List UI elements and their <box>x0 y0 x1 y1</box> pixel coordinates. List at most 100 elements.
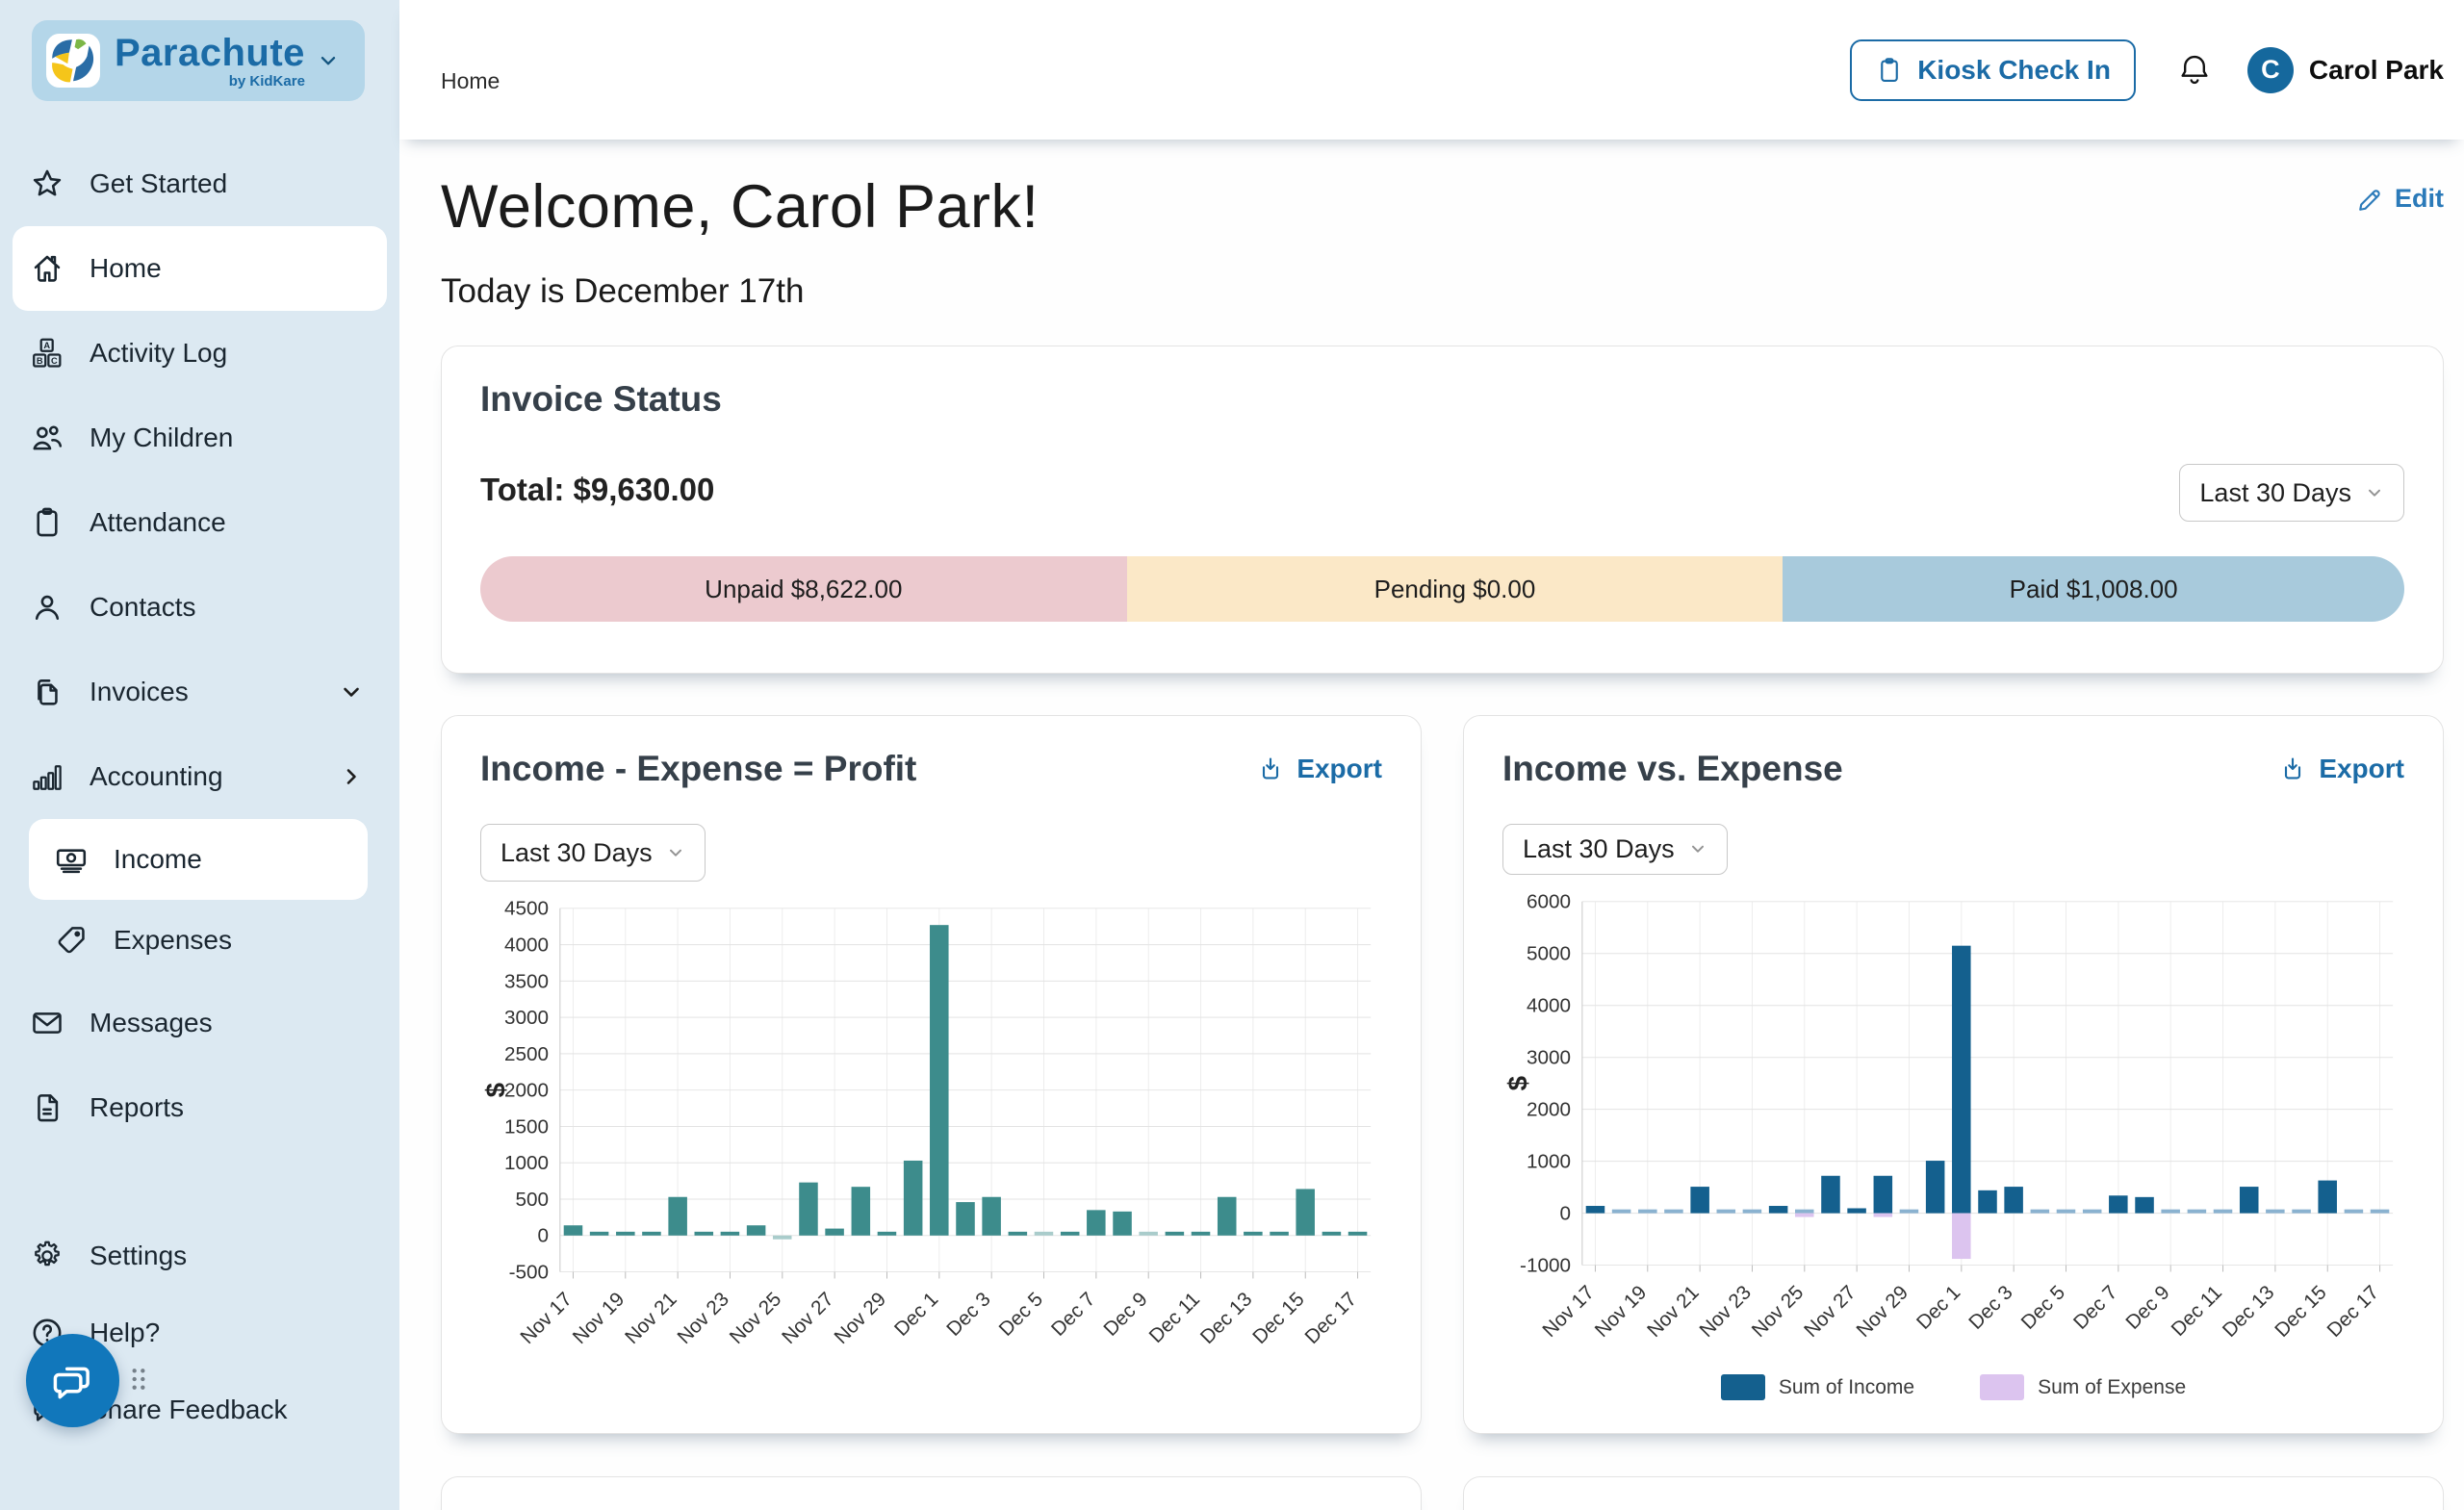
chevron-down-icon <box>1688 839 1707 858</box>
user-name[interactable]: Carol Park <box>2308 54 2444 85</box>
period-select[interactable]: Last 30 Days <box>480 824 706 882</box>
chevron-down-icon <box>666 843 685 862</box>
svg-text:Nov 23: Nov 23 <box>673 1288 733 1348</box>
svg-text:0: 0 <box>1560 1202 1572 1224</box>
star-icon <box>30 166 64 201</box>
svg-text:Dec 3: Dec 3 <box>1964 1281 2017 1334</box>
svg-text:Dec 7: Dec 7 <box>1047 1288 1100 1341</box>
envelope-icon <box>30 1006 64 1040</box>
chevron-down-icon[interactable] <box>317 49 340 72</box>
sidebar: Parachute by KidKare Get Started Home A B C A… <box>0 0 399 1510</box>
card-stub <box>1463 1476 2444 1510</box>
sidebar-item-label: Get Started <box>90 168 228 198</box>
clipboard-icon <box>30 505 64 540</box>
svg-text:6000: 6000 <box>1527 891 1571 913</box>
export-label: Export <box>2319 754 2404 783</box>
invoice-segment-pending: Pending $0.00 <box>1126 556 1784 622</box>
sidebar-item-label: Attendance <box>90 507 226 537</box>
page-title: Welcome, Carol Park! <box>441 173 1040 241</box>
period-select[interactable]: Last 30 Days <box>1502 824 1728 875</box>
invoice-status-title: Invoice Status <box>480 379 722 419</box>
sidebar-item-messages[interactable]: Messages <box>13 981 387 1065</box>
brand-byline: by KidKare <box>228 72 305 90</box>
svg-text:Nov 19: Nov 19 <box>1591 1281 1652 1342</box>
bell-icon[interactable] <box>2176 52 2213 89</box>
sidebar-nav: Get Started Home A B C Activity Log My Childre… <box>0 141 399 1150</box>
sidebar-item-accounting[interactable]: Accounting <box>13 734 387 819</box>
breadcrumb[interactable]: Home <box>441 68 500 93</box>
drag-dots-icon[interactable] <box>130 1367 147 1392</box>
export-button[interactable]: Export <box>1256 754 1382 784</box>
documents-icon <box>30 675 64 709</box>
invoice-status-bar: Unpaid $8,622.00 Pending $0.00 Paid $1,008… <box>480 556 2404 622</box>
svg-text:2000: 2000 <box>1527 1098 1571 1120</box>
card-stub <box>441 1476 1422 1510</box>
svg-text:Dec 17: Dec 17 <box>1300 1288 1361 1348</box>
legend-label: Sum of Income <box>1778 1375 1915 1398</box>
svg-text:5000: 5000 <box>1527 943 1571 965</box>
sidebar-item-contacts[interactable]: Contacts <box>13 565 387 650</box>
brand-logo[interactable]: Parachute by KidKare <box>32 20 365 101</box>
svg-text:Nov 25: Nov 25 <box>1748 1281 1809 1342</box>
chart-title: Income vs. Expense <box>1502 749 1843 788</box>
svg-text:Nov 21: Nov 21 <box>1643 1281 1704 1342</box>
sidebar-item-label: Settings <box>90 1241 188 1270</box>
avatar[interactable]: C <box>2246 46 2294 93</box>
svg-text:4000: 4000 <box>1527 995 1571 1017</box>
svg-text:A: A <box>43 341 50 350</box>
svg-text:1500: 1500 <box>504 1115 549 1138</box>
sidebar-item-invoices[interactable]: Invoices <box>13 650 387 734</box>
svg-text:Dec 5: Dec 5 <box>2017 1281 2070 1334</box>
svg-text:Nov 19: Nov 19 <box>569 1288 629 1348</box>
export-button[interactable]: Export <box>2278 754 2404 784</box>
profit-bar-chart: -500 0 500 1000 1500 2000 2500 3000 3500 4000 4500… <box>480 895 1382 1379</box>
download-icon <box>2278 755 2307 783</box>
bar-chart-icon <box>30 759 64 794</box>
sidebar-item-my-children[interactable]: My Children <box>13 396 387 480</box>
legend-item: Sum of Expense <box>1980 1374 2186 1400</box>
svg-text:Dec 5: Dec 5 <box>995 1288 1048 1341</box>
sidebar-item-settings[interactable]: Settings <box>13 1217 387 1294</box>
chevron-down-icon[interactable] <box>339 679 364 704</box>
sidebar-item-attendance[interactable]: Attendance <box>13 480 387 565</box>
brand-name: Parachute <box>115 31 305 74</box>
sidebar-item-label: Activity Log <box>90 338 228 368</box>
kiosk-check-in-label: Kiosk Check In <box>1917 54 2111 85</box>
edit-button[interactable]: Edit <box>2356 184 2444 214</box>
svg-text:Dec 1: Dec 1 <box>890 1288 943 1341</box>
svg-text:Dec 7: Dec 7 <box>2069 1281 2122 1334</box>
income-expense-profit-card: Income - Expense = Profit Export Last 30… <box>441 715 1422 1434</box>
chat-widget-button[interactable] <box>26 1334 119 1427</box>
svg-text:Nov 29: Nov 29 <box>1852 1281 1912 1342</box>
svg-text:Dec 11: Dec 11 <box>2168 1281 2227 1341</box>
svg-text:Dec 1: Dec 1 <box>1912 1281 1965 1334</box>
svg-text:3500: 3500 <box>504 970 549 992</box>
sidebar-item-expenses[interactable]: Expenses <box>29 900 368 981</box>
pencil-icon <box>2356 185 2385 214</box>
legend-swatch <box>1720 1374 1765 1400</box>
legend-item: Sum of Income <box>1720 1374 1915 1400</box>
svg-text:-1000: -1000 <box>1520 1254 1571 1276</box>
sidebar-item-get-started[interactable]: Get Started <box>13 141 387 226</box>
legend-label: Sum of Expense <box>2038 1375 2187 1398</box>
home-icon <box>30 251 64 286</box>
svg-text:Dec 13: Dec 13 <box>1196 1288 1257 1348</box>
sidebar-item-label: Income <box>114 844 202 874</box>
svg-text:Dec 15: Dec 15 <box>2271 1281 2331 1342</box>
period-select[interactable]: Last 30 Days <box>2179 464 2404 522</box>
sidebar-item-reports[interactable]: Reports <box>13 1065 387 1150</box>
chart-title: Income - Expense = Profit <box>480 749 917 788</box>
svg-text:$: $ <box>481 1083 511 1097</box>
income-vs-expense-card: Income vs. Expense Export Last 30 Days -… <box>1463 715 2444 1434</box>
sidebar-item-activity-log[interactable]: A B C Activity Log <box>13 311 387 396</box>
svg-text:Dec 3: Dec 3 <box>942 1288 995 1341</box>
sidebar-item-label: Expenses <box>114 925 232 955</box>
sidebar-item-income[interactable]: Income <box>29 819 368 900</box>
kiosk-check-in-button[interactable]: Kiosk Check In <box>1850 38 2136 101</box>
income-expense-bar-chart: -1000 0 1000 2000 3000 4000 5000 6000 $ Nov 17 Nov… <box>1502 888 2404 1372</box>
sidebar-item-home[interactable]: Home <box>13 226 387 311</box>
period-select-value: Last 30 Days <box>2199 477 2351 507</box>
chevron-right-icon[interactable] <box>339 764 364 789</box>
money-icon <box>54 842 89 877</box>
